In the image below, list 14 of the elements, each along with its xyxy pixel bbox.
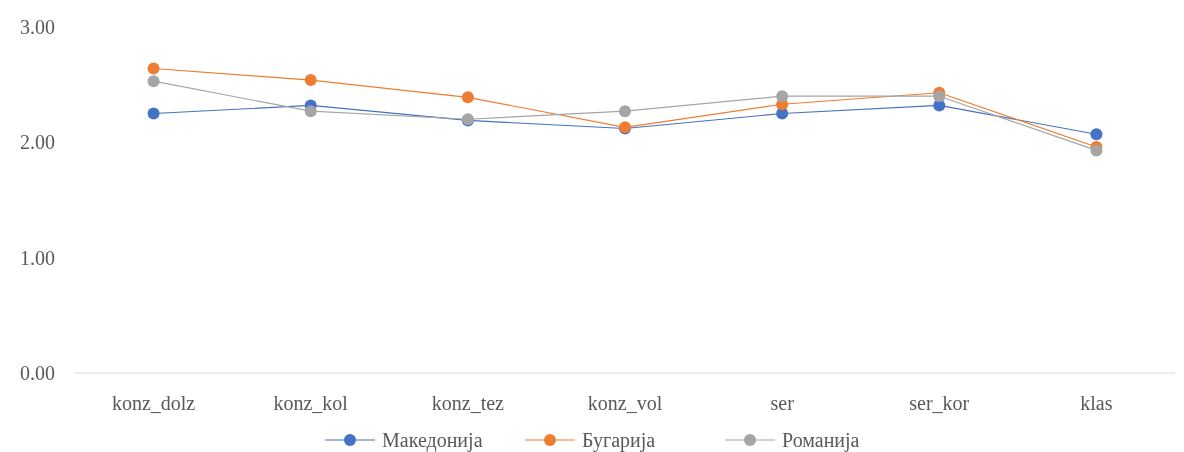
x-tick-label: konz_kol xyxy=(273,392,349,414)
y-tick-label: 3.00 xyxy=(20,16,55,38)
y-tick-label: 2.00 xyxy=(20,131,55,154)
y-tick-label: 1.00 xyxy=(20,246,55,269)
x-tick-label: konz_tez xyxy=(431,392,505,414)
x-tick-label: ser xyxy=(770,392,795,414)
legend-label: Романија xyxy=(782,429,860,452)
x-tick-label: konz_vol xyxy=(587,392,663,414)
legend-label: Македонија xyxy=(382,429,483,452)
x-tick-label: klas xyxy=(1080,392,1113,414)
y-tick-label: 0.00 xyxy=(20,362,55,384)
legend-label: Бугарија xyxy=(582,429,656,452)
x-tick-label: konz_dolz xyxy=(111,392,196,414)
x-tick-label: ser_kor xyxy=(909,392,970,414)
